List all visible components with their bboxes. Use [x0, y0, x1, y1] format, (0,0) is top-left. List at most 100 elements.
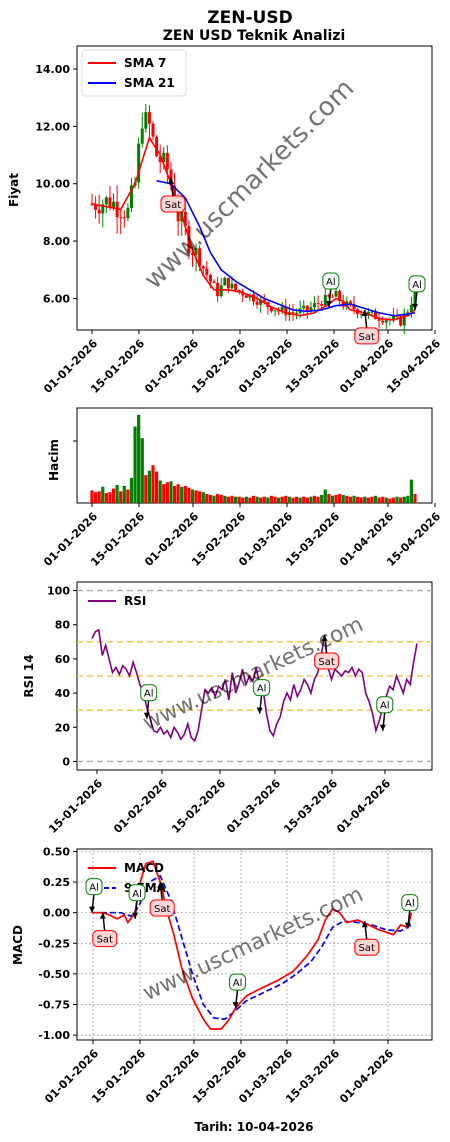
signal-badge — [92, 930, 118, 948]
buy-signal-label: Al — [144, 689, 154, 700]
candle-body — [119, 217, 123, 219]
candle-body — [395, 316, 399, 318]
signal-arrowhead — [256, 707, 263, 714]
legend-label: RSI — [124, 594, 146, 608]
signal-arrowhead — [132, 912, 139, 919]
volume-bar — [90, 490, 94, 503]
volume-bar — [219, 494, 223, 503]
signal-badge — [322, 272, 340, 290]
candle-body — [320, 304, 324, 306]
volume-bar — [183, 485, 187, 503]
volume-bar — [262, 496, 266, 503]
candle-body — [381, 320, 385, 323]
y-tick-label: 14.00 — [35, 63, 70, 76]
volume-bar — [327, 494, 331, 503]
candle-body — [348, 301, 352, 304]
volume-bar — [284, 495, 288, 503]
y-tick-label: 8.00 — [43, 235, 70, 248]
buy-signal-label: Al — [380, 701, 390, 712]
candle-body — [226, 277, 230, 289]
y-tick-label: -0.25 — [38, 937, 70, 950]
volume-bar — [176, 484, 180, 503]
volume-bar — [395, 496, 399, 503]
volume-bar — [133, 426, 137, 503]
sma7-line — [91, 135, 416, 321]
candle-body — [284, 306, 288, 316]
candle-body — [155, 136, 159, 157]
volume-bar — [352, 495, 356, 503]
candle-body — [413, 289, 417, 305]
volume-bar — [237, 496, 241, 503]
buy-signal-label: Al — [233, 978, 243, 989]
candle-body — [334, 290, 338, 297]
candle-body — [391, 316, 395, 320]
candle-body — [313, 303, 317, 308]
signal-badge — [376, 696, 394, 714]
watermark: www.uscmarkets.com — [139, 882, 367, 1006]
volume-bar — [266, 497, 270, 503]
volume-bar — [187, 487, 191, 503]
y-axis-label: MACD — [11, 925, 25, 965]
volume-bar — [359, 497, 363, 503]
candle-body — [162, 152, 166, 163]
candle-body — [330, 296, 334, 298]
candle-body — [366, 311, 370, 315]
volume-bar — [280, 496, 284, 503]
volume-bar — [226, 496, 230, 503]
candle-body — [359, 313, 363, 315]
signal-badge — [160, 195, 186, 213]
volume-bar — [338, 494, 342, 503]
legend-label: SMA 21 — [124, 76, 175, 90]
buy-signal-label: Al — [412, 280, 422, 291]
volume-bar — [273, 496, 277, 503]
buy-signal-label: Al — [405, 899, 415, 910]
candle-body — [112, 201, 116, 208]
candle-body — [151, 123, 155, 137]
candle-body — [94, 204, 98, 210]
candle-body — [377, 319, 381, 321]
candle-body — [341, 300, 345, 307]
sell-signal-label: Sat — [154, 904, 170, 915]
volume-bar — [399, 497, 403, 503]
volume-bar — [129, 477, 134, 503]
y-tick-label: -1.00 — [38, 1029, 70, 1042]
volume-bar — [294, 496, 299, 503]
candle-body — [104, 197, 108, 205]
x-tick-label: 01-04-2026 — [337, 1047, 396, 1106]
candle-body — [323, 294, 327, 306]
volume-bar — [409, 479, 414, 503]
candle-body — [244, 295, 248, 298]
candle-body — [205, 268, 209, 275]
volume-bar — [287, 496, 291, 503]
volume-bar — [241, 497, 245, 503]
volume-bar — [93, 492, 98, 503]
volume-bar — [233, 496, 238, 503]
y-tick-label: 0.00 — [43, 907, 70, 920]
volume-bar — [119, 491, 123, 503]
volume-bar — [208, 494, 213, 503]
candle-body — [302, 305, 306, 309]
y-tick-label: 40 — [55, 687, 71, 700]
buy-signal-label: Al — [326, 277, 336, 288]
y-tick-label: 12.00 — [35, 120, 70, 133]
candle-body — [223, 277, 227, 286]
signal-arrowhead — [232, 1002, 239, 1009]
volume-bar — [115, 485, 119, 503]
volume-bar — [291, 497, 295, 503]
signal-arrowhead — [89, 906, 95, 913]
volume-bar — [391, 497, 396, 503]
volume-bar — [381, 496, 385, 503]
signal-badge — [354, 938, 380, 956]
candle-body — [280, 306, 284, 311]
candle-body — [140, 128, 144, 144]
candle-body — [338, 290, 342, 301]
sell-signal-label: Sat — [318, 657, 334, 668]
volume-bar — [244, 496, 248, 503]
volume-bar — [312, 495, 317, 503]
y-axis-label: RSI 14 — [22, 654, 36, 697]
candle-body — [147, 112, 151, 124]
candle-body — [230, 283, 234, 289]
volume-bar — [194, 490, 198, 503]
volume-bar — [111, 488, 116, 503]
